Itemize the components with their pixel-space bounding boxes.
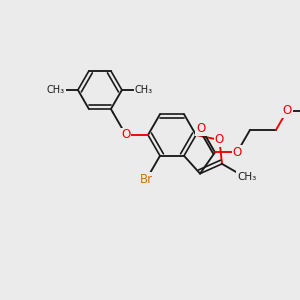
Text: O: O [121, 128, 130, 142]
Text: Br: Br [140, 173, 153, 186]
Text: O: O [215, 134, 224, 146]
Text: CH₃: CH₃ [47, 85, 65, 95]
Text: CH₃: CH₃ [237, 172, 256, 182]
Text: CH₃: CH₃ [135, 85, 153, 95]
Text: O: O [232, 146, 242, 159]
Text: O: O [283, 104, 292, 117]
Text: O: O [196, 122, 206, 135]
